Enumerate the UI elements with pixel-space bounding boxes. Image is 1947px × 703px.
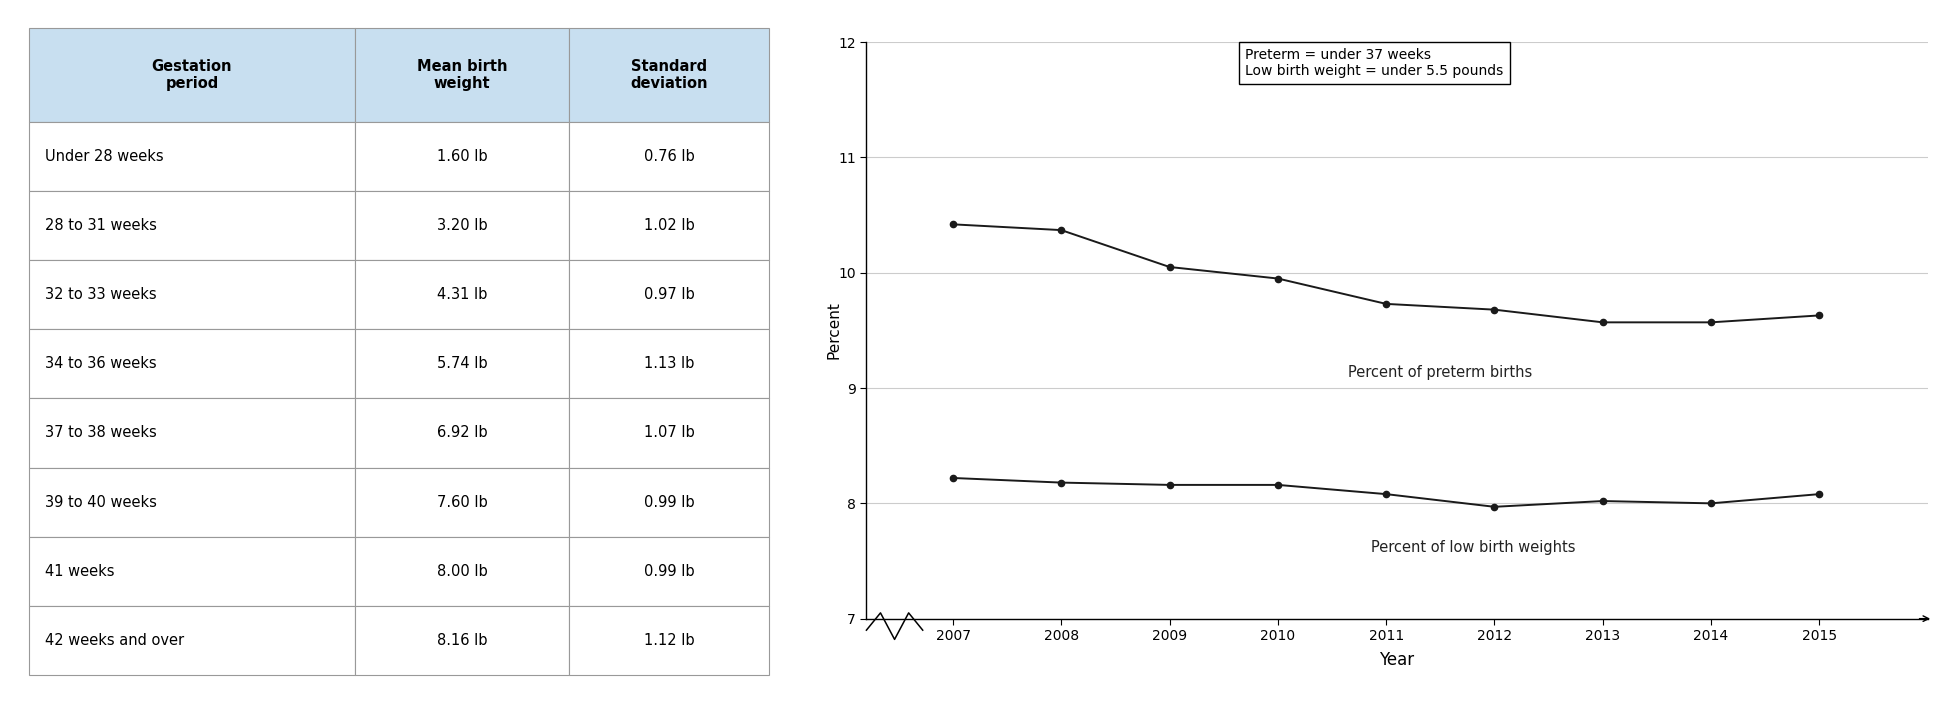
Bar	[29, 467, 354, 536]
Text: 4.31 lb: 4.31 lb	[436, 288, 487, 302]
Bar	[569, 191, 769, 260]
Y-axis label: Percent: Percent	[827, 302, 841, 359]
Bar	[569, 260, 769, 329]
Text: 28 to 31 weeks: 28 to 31 weeks	[45, 218, 158, 233]
Bar	[354, 399, 569, 467]
Text: 37 to 38 weeks: 37 to 38 weeks	[45, 425, 158, 441]
Text: 39 to 40 weeks: 39 to 40 weeks	[45, 495, 158, 510]
Text: Preterm = under 37 weeks
Low birth weight = under 5.5 pounds: Preterm = under 37 weeks Low birth weigh…	[1246, 48, 1503, 78]
Text: Percent of low birth weights: Percent of low birth weights	[1371, 540, 1575, 555]
Text: 1.12 lb: 1.12 lb	[644, 633, 695, 648]
Bar	[354, 606, 569, 675]
Bar	[354, 467, 569, 536]
Text: 0.99 lb: 0.99 lb	[644, 564, 695, 579]
Text: 1.02 lb: 1.02 lb	[644, 218, 695, 233]
Text: 0.97 lb: 0.97 lb	[644, 288, 695, 302]
Text: 3.20 lb: 3.20 lb	[436, 218, 487, 233]
Bar	[354, 28, 569, 122]
Bar	[29, 28, 354, 122]
Text: 8.16 lb: 8.16 lb	[436, 633, 487, 648]
Text: 41 weeks: 41 weeks	[45, 564, 115, 579]
Text: Mean birth
weight: Mean birth weight	[417, 59, 508, 91]
Bar	[569, 28, 769, 122]
Text: 8.00 lb: 8.00 lb	[436, 564, 487, 579]
Text: 42 weeks and over: 42 weeks and over	[45, 633, 185, 648]
Bar	[569, 536, 769, 606]
Text: 34 to 36 weeks: 34 to 36 weeks	[45, 356, 158, 371]
Bar	[569, 606, 769, 675]
Bar	[354, 536, 569, 606]
Bar	[29, 122, 354, 191]
Text: 32 to 33 weeks: 32 to 33 weeks	[45, 288, 158, 302]
Bar	[569, 399, 769, 467]
Text: 1.13 lb: 1.13 lb	[644, 356, 695, 371]
Bar	[354, 260, 569, 329]
Text: 1.07 lb: 1.07 lb	[644, 425, 695, 441]
Bar	[29, 260, 354, 329]
X-axis label: Year: Year	[1378, 652, 1415, 669]
Text: Under 28 weeks: Under 28 weeks	[45, 149, 164, 164]
Bar	[29, 606, 354, 675]
Text: 5.74 lb: 5.74 lb	[436, 356, 487, 371]
Bar	[29, 536, 354, 606]
Bar	[354, 329, 569, 399]
Bar	[569, 122, 769, 191]
Text: 7.60 lb: 7.60 lb	[436, 495, 487, 510]
Bar	[569, 467, 769, 536]
Bar	[354, 122, 569, 191]
Bar	[29, 399, 354, 467]
Bar	[29, 329, 354, 399]
Bar	[569, 329, 769, 399]
Text: 1.60 lb: 1.60 lb	[436, 149, 487, 164]
Text: 0.99 lb: 0.99 lb	[644, 495, 695, 510]
Text: 6.92 lb: 6.92 lb	[436, 425, 487, 441]
Text: Gestation
period: Gestation period	[152, 59, 232, 91]
Text: 0.76 lb: 0.76 lb	[644, 149, 695, 164]
Bar	[354, 191, 569, 260]
Text: Standard
deviation: Standard deviation	[631, 59, 709, 91]
Bar	[29, 191, 354, 260]
Text: Percent of preterm births: Percent of preterm births	[1347, 365, 1532, 380]
